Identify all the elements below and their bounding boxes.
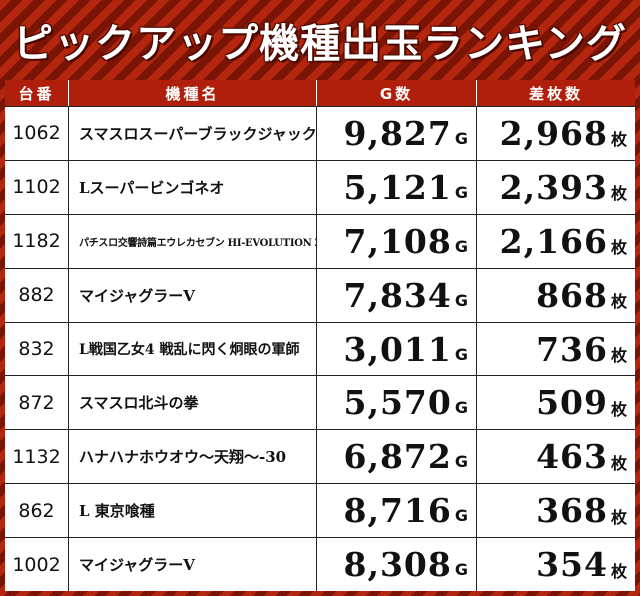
diff-value: 354 [536,545,608,585]
table-row: 872 スマスロ北斗の拳 5,570 G 509 枚 [5,375,635,430]
table-row: 862 L 東京喰種 8,716 G 368 枚 [5,483,635,538]
diff-value: 2,968 [499,113,608,153]
machine-name: スマスロスーパーブラックジャック [69,107,317,160]
machine-no: 1102 [5,160,69,214]
page-title: ピックアップ機種出玉ランキング [13,21,627,67]
machine-no: 882 [5,268,69,322]
games-value: 6,872 [343,437,452,477]
games-unit: G [454,236,468,256]
games-value: 8,308 [343,545,452,585]
games-value: 3,011 [343,329,452,369]
diff-unit: 枚 [610,130,627,150]
games-cell: 3,011 G [317,322,477,376]
games-unit: G [454,290,468,310]
diff-value: 2,393 [499,167,608,207]
diff-cell: 868 枚 [477,269,635,322]
games-value: 8,716 [343,491,452,531]
diff-value: 736 [536,329,608,369]
header-machine-no: 台番 [5,80,69,106]
diff-value: 868 [536,275,608,315]
games-unit: G [454,182,468,202]
machine-name: パチスロ交響詩篇エウレカセブン HI-EVOLUTION ZERO TYPE-A… [69,214,317,268]
diff-value: 463 [536,437,608,477]
diff-unit: 枚 [610,346,627,365]
diff-unit: 枚 [610,453,627,473]
diff-cell: 463 枚 [477,430,635,483]
machine-name: Lスーパービンゴネオ [69,160,317,214]
diff-cell: 368 枚 [477,484,635,537]
table-row: 1182 パチスロ交響詩篇エウレカセブン HI-EVOLUTION ZERO T… [5,213,635,268]
diff-cell: 2,393 枚 [477,161,635,214]
games-unit: G [454,398,468,418]
games-unit: G [454,128,468,148]
games-cell: 8,308 G [317,538,477,592]
table-row: 1132 ハナハナホウオウ～天翔～-30 6,872 G 463 枚 [5,429,635,484]
diff-cell: 354 枚 [477,538,635,591]
diff-cell: 509 枚 [477,376,635,429]
diff-cell: 2,166 枚 [477,215,635,268]
machine-no: 1002 [5,538,69,592]
diff-unit: 枚 [610,292,627,312]
diff-cell: 736 枚 [477,323,635,376]
diff-value: 368 [536,491,608,531]
games-value: 7,108 [343,221,452,261]
games-unit: G [454,344,468,364]
games-unit: G [454,452,468,472]
machine-name: スマスロ北斗の拳 [69,376,317,430]
machine-name: L 東京喰種 [69,484,317,538]
diff-value: 509 [536,383,608,423]
machine-name: マイジャグラーV [69,268,317,322]
header-games: G数 [317,80,477,106]
games-cell: 5,121 G [317,160,477,214]
diff-unit: 枚 [610,238,627,258]
machine-no: 1062 [5,107,69,160]
games-value: 9,827 [343,113,452,153]
games-cell: 7,834 G [317,268,477,322]
header-diff: 差枚数 [528,84,583,103]
machine-no: 1132 [5,430,69,484]
machine-name: L戦国乙女4 戦乱に閃く炯眼の軍師 [69,322,317,376]
games-cell: 8,716 G [317,484,477,538]
machine-no: 862 [5,484,69,538]
table-row: 1002 マイジャグラーV 8,308 G 354 枚 [5,537,635,592]
games-value: 5,570 [343,383,452,423]
diff-cell: 2,968 枚 [477,107,635,160]
diff-unit: 枚 [610,399,627,419]
ranking-table: 台番 機種名 G数 差枚数 1062 スマスロスーパーブラックジャック 9,82… [5,80,635,592]
table-body: 1062 スマスロスーパーブラックジャック 9,827 G 2,968 枚 1102… [5,106,635,592]
games-value: 7,834 [343,275,452,315]
diff-value: 2,166 [499,221,608,261]
machine-name: マイジャグラーV [69,538,317,592]
machine-no: 872 [5,376,69,430]
machine-name: ハナハナホウオウ～天翔～-30 [69,430,317,484]
table-row: 882 マイジャグラーV 7,834 G 868 枚 [5,267,635,322]
games-unit: G [454,560,468,580]
diff-unit: 枚 [610,561,627,581]
games-unit: G [454,506,468,526]
table-header: 台番 機種名 G数 差枚数 [5,80,635,106]
table-row: 1062 スマスロスーパーブラックジャック 9,827 G 2,968 枚 [5,106,635,160]
machine-no: 832 [5,322,69,376]
table-row: 1102 Lスーパービンゴネオ 5,121 G 2,393 枚 [5,159,635,214]
title-banner: ピックアップ機種出玉ランキング [0,0,640,80]
games-cell: 7,108 G [317,214,477,268]
diff-unit: 枚 [610,184,627,204]
games-cell: 6,872 G [317,430,477,484]
games-value: 5,121 [343,167,452,207]
games-cell: 5,570 G [317,376,477,430]
header-machine-name: 機種名 [69,80,317,106]
games-cell: 9,827 G [317,107,477,160]
table-row: 832 L戦国乙女4 戦乱に閃く炯眼の軍師 3,011 G 736 枚 [5,321,635,376]
diff-unit: 枚 [610,507,627,527]
machine-no: 1182 [5,214,69,268]
